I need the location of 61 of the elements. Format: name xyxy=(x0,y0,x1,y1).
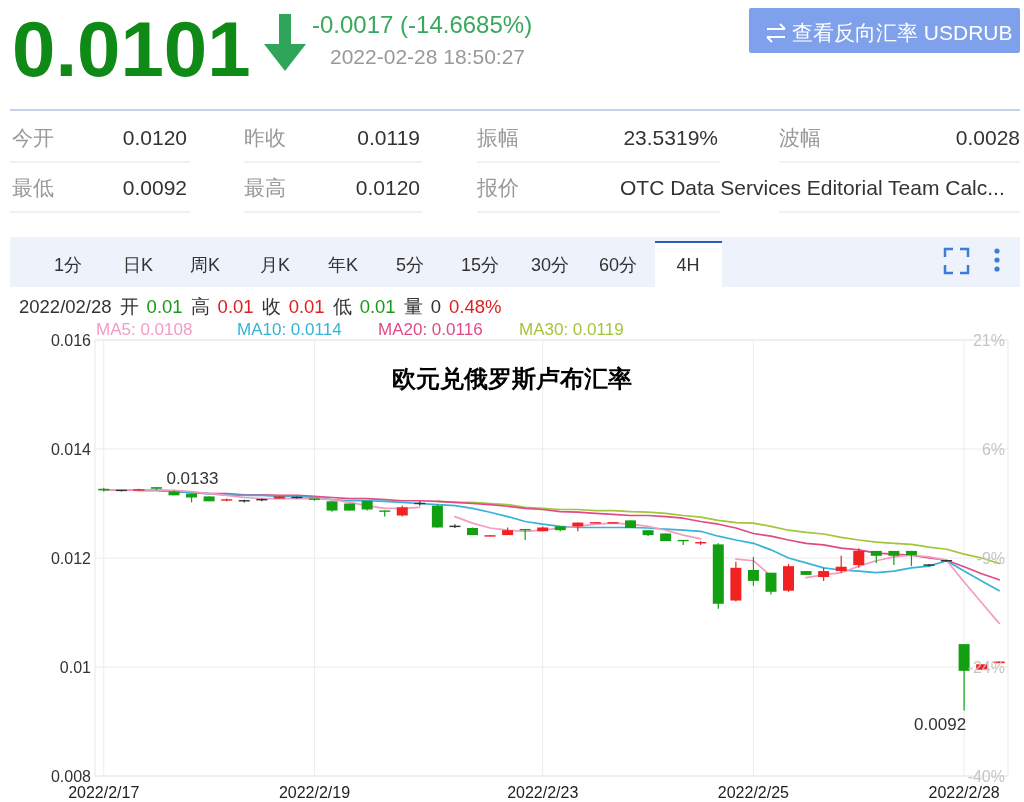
text: OTC Data Services Editorial Team Calc... xyxy=(620,176,1005,199)
text: 收 xyxy=(261,296,281,317)
x-tick-label: 2022/2/17 xyxy=(68,784,140,801)
text: 0.0028 xyxy=(955,126,1020,149)
text: 量 xyxy=(403,296,423,317)
text: 23.5319% xyxy=(623,126,718,149)
text: 30分 xyxy=(530,255,570,275)
text: 0.01 xyxy=(217,296,254,317)
text: 低 xyxy=(332,296,352,317)
annotation: 0.0133 xyxy=(166,469,219,489)
text: MA20: 0.0116 xyxy=(378,320,483,339)
y-tick-label: 0.008 xyxy=(50,767,92,785)
x-tick-label: 2022/2/25 xyxy=(717,784,790,801)
y2-tick-label: 6% xyxy=(981,440,1005,458)
text: 2022/02/28 xyxy=(19,296,112,317)
text: 欧元兑俄罗斯卢布汇率 xyxy=(392,365,632,392)
text: 查看反向汇率 USDRUB xyxy=(792,21,1013,44)
text: 5分 xyxy=(395,255,425,275)
text: 最低 xyxy=(12,176,54,199)
text: 0.0101 xyxy=(12,5,251,93)
text: 波幅 xyxy=(779,126,821,149)
text: -0.0017 (-14.6685%) xyxy=(312,11,533,38)
annotation: 0.0092 xyxy=(914,714,967,734)
text: MA5: 0.0108 xyxy=(96,320,193,339)
text: 今开 xyxy=(12,126,54,149)
text: 0.0120 xyxy=(355,176,420,199)
y-tick-label: 0.01 xyxy=(59,658,92,676)
text: 月K xyxy=(259,255,291,275)
y-tick-label: 0.016 xyxy=(50,331,92,349)
text: 报价 xyxy=(476,176,519,199)
y-tick-label: 0.014 xyxy=(50,440,92,458)
y-tick-label: 0.012 xyxy=(50,549,92,567)
text: 4H xyxy=(676,255,700,275)
text: 最高 xyxy=(244,176,286,199)
text: 振幅 xyxy=(477,126,519,149)
text: MA10: 0.0114 xyxy=(237,320,342,339)
y2-tick-label: -24% xyxy=(967,658,1005,676)
text: 日K xyxy=(122,255,154,275)
text: 0.0120 xyxy=(122,126,187,149)
text: 0.0092 xyxy=(122,176,187,199)
text: 年K xyxy=(327,255,359,275)
text: 1分 xyxy=(53,255,83,275)
text: 60分 xyxy=(598,255,638,275)
text: 开 xyxy=(119,296,139,317)
text: 昨收 xyxy=(244,126,286,149)
text: 高 xyxy=(190,296,210,317)
text: 周K xyxy=(189,255,221,275)
text: 0.01 xyxy=(359,296,396,317)
y2-tick-label: 21% xyxy=(972,331,1005,349)
x-tick-label: 2022/2/28 xyxy=(928,784,1000,801)
text: 0 xyxy=(430,296,441,317)
text: 0.48% xyxy=(448,296,502,317)
text: 2022-02-28 18:50:27 xyxy=(330,45,525,68)
text: 0.01 xyxy=(288,296,325,317)
text: 15分 xyxy=(460,255,500,275)
x-tick-label: 2022/2/19 xyxy=(278,784,351,801)
x-tick-label: 2022/2/23 xyxy=(507,784,579,801)
text: 0.0119 xyxy=(357,126,420,149)
y2-tick-label: -40% xyxy=(967,767,1005,785)
text: 0.01 xyxy=(146,296,183,317)
text: MA30: 0.0119 xyxy=(519,320,624,339)
